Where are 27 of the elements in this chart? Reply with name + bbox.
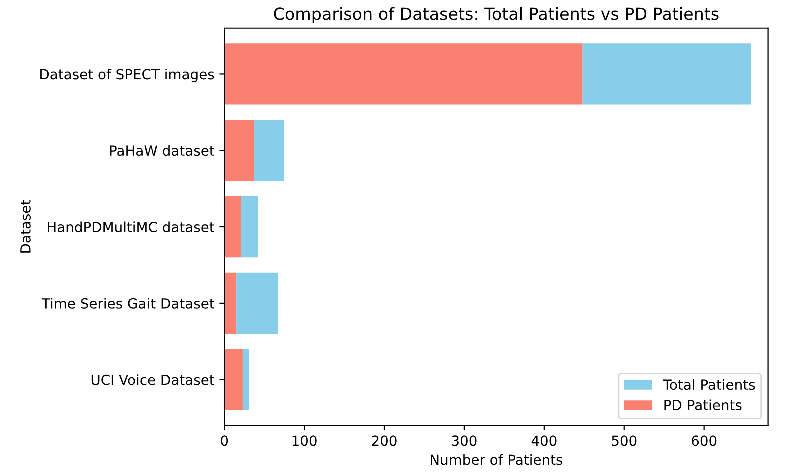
bar [582,44,752,105]
x-tick-label: 500 [612,436,637,446]
bar [224,196,242,258]
x-tick-label: 600 [692,436,717,446]
bar [224,44,583,105]
bar [224,349,243,410]
bar [241,196,258,258]
legend-label: PD Patients [664,400,742,411]
bar [224,272,237,334]
y-tick-label: UCI Voice Dataset [92,374,215,386]
y-tick-label: Dataset of SPECT images [40,68,214,82]
x-axis-title: Number of Patients [431,454,563,466]
bar [224,120,254,182]
x-tick-label: 200 [372,436,397,446]
x-tick-label: 300 [452,436,477,446]
bar [254,120,285,182]
x-tick-label: 0 [221,436,228,446]
y-tick-label: HandPDMultiMC dataset [48,222,215,233]
chart-title: Comparison of Datasets: Total Patients vs PD Patients [274,7,719,24]
legend-label: Total Patients [663,379,756,390]
bar [242,349,250,410]
y-tick-label: Time Series Gait Dataset [42,298,215,309]
x-tick-label: 100 [292,436,317,446]
y-tick-label: PaHaW dataset [110,145,215,156]
x-tick-label: 400 [532,436,557,446]
y-axis-title: Dataset [20,200,31,253]
bar [236,272,278,334]
